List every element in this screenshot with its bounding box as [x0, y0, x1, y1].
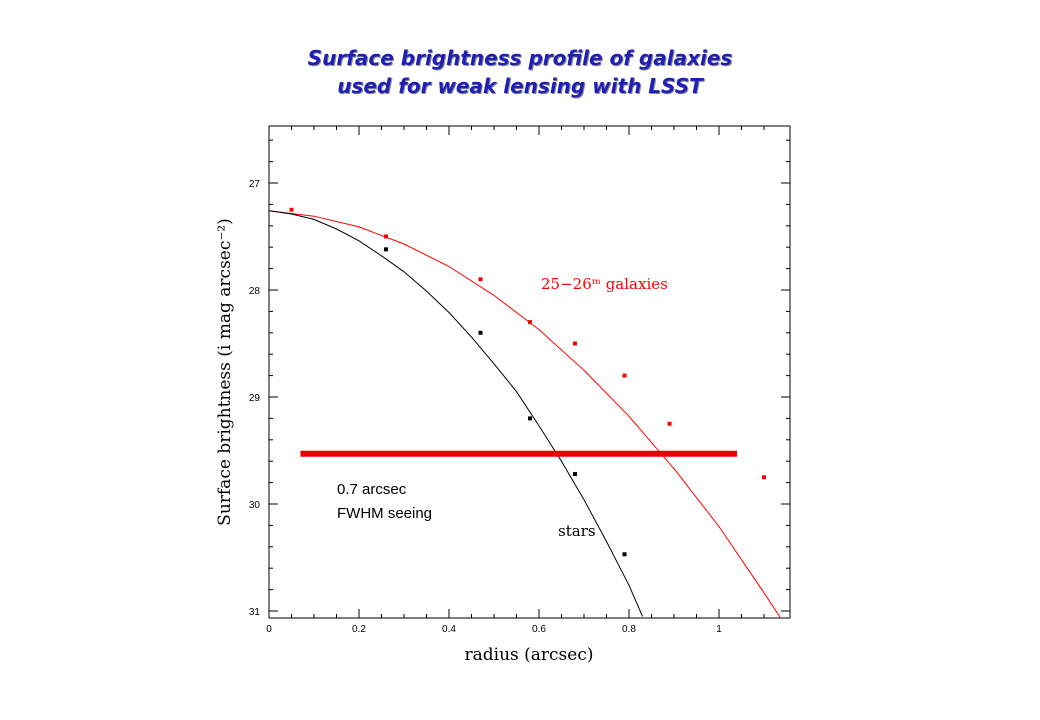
seeing-annotation-line-1: 0.7 arcsec: [337, 481, 407, 498]
x-axis-label: radius (arcsec): [464, 645, 593, 665]
x-tick-label: 0.4: [442, 624, 456, 635]
seeing-annotation-line-2: FWHM seeing: [337, 505, 432, 522]
chart-title: Surface brightness profile of galaxies u…: [0, 44, 1040, 100]
y-tick-label: 29: [249, 393, 261, 404]
chart-title-line-2: used for weak lensing with LSST: [337, 74, 703, 98]
y-tick-label: 30: [249, 500, 261, 511]
galaxies-data-point: [384, 234, 388, 239]
plot-frame: [268, 125, 791, 619]
galaxies-data-point: [667, 421, 672, 426]
stars-data-point: [573, 472, 577, 477]
axis-tick-labels: 0 0.2 0.4 0.6 0.8 1 27 28 29 30 31: [249, 179, 722, 635]
x-tick-label: 0: [266, 624, 272, 635]
galaxies-fit-curve: [269, 210, 782, 618]
galaxies-data-point: [622, 373, 627, 378]
stars-series-label: stars: [558, 522, 596, 540]
x-tick-label: 0.2: [352, 624, 366, 635]
x-tick-label: 0.8: [622, 624, 636, 635]
stars-data-point: [528, 416, 532, 421]
stars-data-point: [478, 330, 483, 335]
galaxies-data-point: [478, 277, 483, 282]
galaxies-data-point: [762, 475, 766, 480]
fit-curves: [269, 210, 782, 618]
galaxies-series-label: 25−26ᵐ galaxies: [541, 275, 668, 293]
y-tick-label: 27: [249, 179, 261, 190]
stars-data-point: [384, 247, 388, 252]
stars-fit-curve: [269, 210, 643, 617]
x-tick-label: 0.6: [532, 624, 546, 635]
data-points: [289, 207, 766, 557]
x-tick-label: 1: [716, 624, 722, 635]
galaxies-data-point: [289, 207, 294, 212]
chart-title-line-1: Surface brightness profile of galaxies: [307, 46, 733, 70]
y-axis-label: Surface brightness (i mag arcsec⁻²): [215, 218, 235, 526]
galaxies-data-point: [528, 320, 532, 325]
axis-ticks: [268, 126, 790, 618]
y-tick-label: 31: [249, 607, 261, 618]
stars-data-point: [622, 552, 627, 557]
y-tick-label: 28: [249, 286, 261, 297]
galaxies-data-point: [573, 341, 577, 346]
